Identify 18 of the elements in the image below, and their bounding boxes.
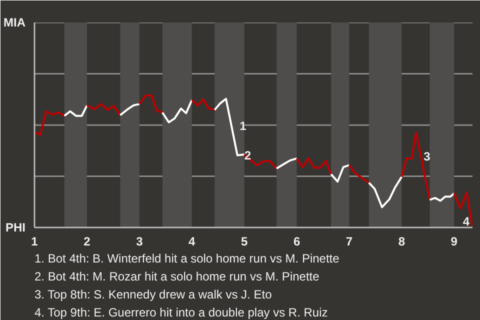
text: 2. Bot 4th: M. Rozar hit a solo home run vs M. Pinette (34, 270, 320, 284)
text: 1. Bot 4th: B. Winterfeld hit a solo home run vs M. Pinette (34, 252, 340, 266)
x-tick-label: 6 (293, 234, 300, 248)
x-tick-label: 9 (450, 234, 458, 248)
x-tick-label: 5 (240, 234, 248, 248)
x-tick-label: 1 (31, 234, 38, 248)
x-tick-label: 8 (398, 234, 406, 248)
text: MIA (4, 16, 26, 30)
text: 4. Top 9th: E. Guerrero hit into a double play vs R. Ruiz (34, 306, 328, 320)
annotation: 1 (240, 119, 247, 134)
x-tick-label: 4 (188, 234, 196, 248)
x-tick-label: 2 (84, 234, 91, 248)
annotation: 3 (424, 150, 431, 164)
annotation: 4 (462, 214, 470, 228)
x-tick-label: 7 (346, 234, 353, 248)
text: PHI (5, 220, 26, 234)
x-tick-label: 3 (136, 234, 144, 248)
text: 3. Top 8th: S. Kennedy drew a walk vs J. Eto (34, 288, 272, 302)
